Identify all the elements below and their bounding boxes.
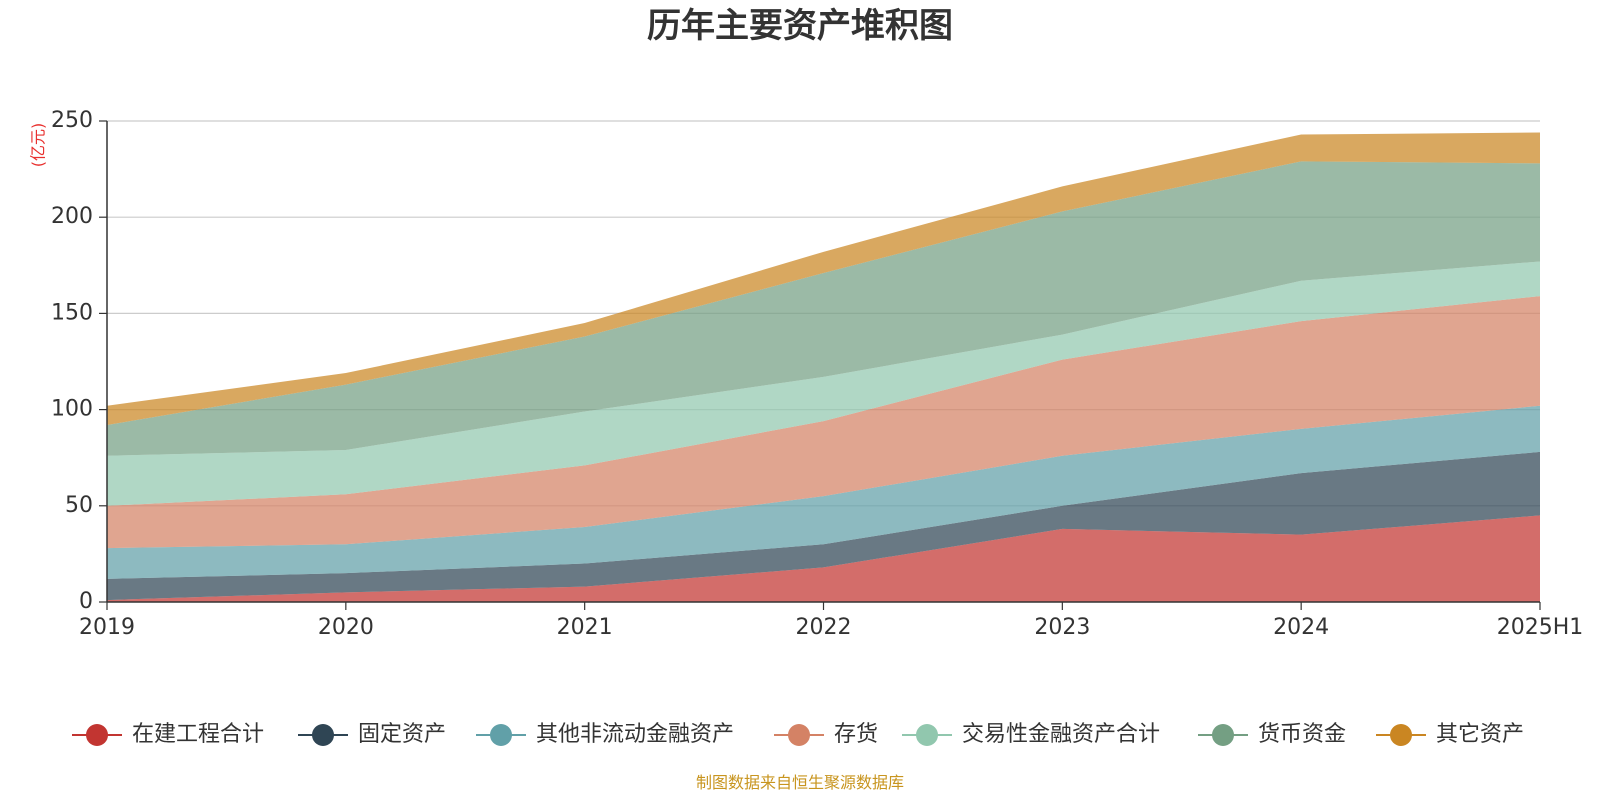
legend-label: 其他非流动金融资产	[536, 722, 734, 747]
legend-label: 交易性金融资产合计	[962, 722, 1160, 747]
y-tick-label: 250	[51, 108, 93, 133]
legend-item-3[interactable]: 存货	[774, 722, 878, 747]
legend-label: 存货	[834, 722, 878, 747]
legend-circle-marker	[1390, 724, 1412, 746]
legend-circle-marker	[490, 724, 512, 746]
x-tick-label: 2025H1	[1497, 615, 1584, 640]
legend-circle-marker	[916, 724, 938, 746]
x-tick-label: 2019	[79, 615, 135, 640]
source-note: 制图数据来自恒生聚源数据库	[696, 773, 904, 792]
y-tick-label: 100	[51, 397, 93, 422]
y-axis-unit-label: (亿元)	[29, 123, 48, 168]
series-area-0	[107, 515, 1540, 602]
series-area-2	[107, 405, 1540, 579]
legend-item-1[interactable]: 固定资产	[298, 722, 446, 747]
legend-circle-marker	[312, 724, 334, 746]
legend-label: 其它资产	[1436, 722, 1524, 747]
y-tick-label: 50	[65, 493, 93, 518]
legend-label: 固定资产	[358, 722, 446, 747]
legend-circle-marker	[86, 724, 108, 746]
legend[interactable]: 在建工程合计 固定资产 其他非流动金融资产 存货 交易性金融资产合计 货币资金 其它资产	[72, 722, 1524, 747]
series-area-3	[107, 296, 1540, 549]
area-series-group	[107, 132, 1540, 602]
legend-item-2[interactable]: 其他非流动金融资产	[476, 722, 734, 747]
y-tick-label: 0	[79, 589, 93, 614]
x-tick-label: 2021	[557, 615, 613, 640]
x-tick-label: 2020	[318, 615, 374, 640]
legend-item-6[interactable]: 其它资产	[1376, 722, 1524, 747]
legend-item-0[interactable]: 在建工程合计	[72, 722, 264, 747]
y-tick-label: 200	[51, 204, 93, 229]
x-tick-label: 2023	[1034, 615, 1090, 640]
series-area-5	[107, 161, 1540, 456]
legend-item-5[interactable]: 货币资金	[1198, 722, 1346, 747]
series-area-6	[107, 132, 1540, 425]
series-area-1	[107, 451, 1540, 601]
legend-circle-marker	[1212, 724, 1234, 746]
series-area-4	[107, 261, 1540, 506]
chart-title: 历年主要资产堆积图	[647, 6, 953, 46]
y-tick-label: 150	[51, 300, 93, 325]
legend-label: 货币资金	[1258, 722, 1346, 747]
legend-item-4[interactable]: 交易性金融资产合计	[902, 722, 1160, 747]
x-tick-label: 2024	[1273, 615, 1329, 640]
x-tick-label: 2022	[796, 615, 852, 640]
legend-circle-marker	[788, 724, 810, 746]
axes: 0 50 100 150 200 250 2019 2020 2021 2022 2023 2024 2…	[51, 108, 1583, 640]
legend-label: 在建工程合计	[132, 722, 264, 747]
